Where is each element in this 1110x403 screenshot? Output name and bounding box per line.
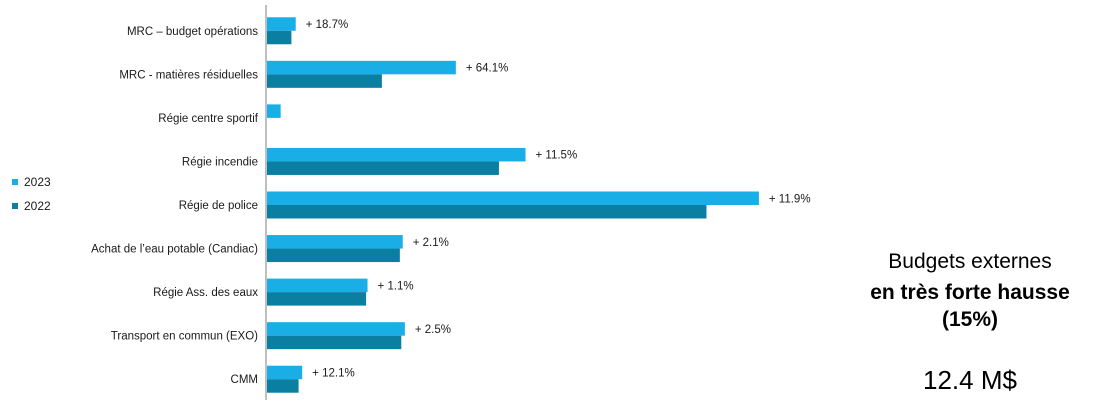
bar-2022-4: [267, 205, 707, 219]
bar-2022-8: [267, 379, 299, 393]
bar-2023-1: [267, 60, 456, 75]
data-label: + 11.5%: [536, 150, 578, 162]
side-subtitle: en très forte hausse: [870, 281, 1070, 304]
bar-2022-6: [267, 292, 367, 306]
category-label: MRC – budget opérations: [127, 26, 258, 38]
legend-swatch-2023: [12, 179, 18, 185]
bar-2023-5: [267, 235, 403, 249]
legend: 2023 2022: [12, 175, 51, 213]
category-label: Achat de l’eau potable (Candiac): [91, 244, 258, 256]
bar-2023-6: [267, 278, 368, 293]
bar-2022-5: [267, 248, 400, 263]
legend-swatch-2022: [12, 203, 18, 209]
data-label: + 64.1%: [466, 63, 509, 75]
legend-label-2023: 2023: [24, 175, 51, 189]
bar-2023-8: [267, 365, 303, 380]
bar-2022-1: [267, 74, 382, 88]
bar-2022-3: [267, 161, 499, 175]
legend-label-2022: 2022: [24, 199, 51, 213]
bar-2023-2: [267, 104, 281, 118]
category-label: MRC - matières résiduelles: [119, 69, 258, 81]
data-label: + 12.1%: [312, 367, 355, 379]
data-label: + 2.5%: [415, 324, 451, 336]
data-label: + 1.1%: [378, 280, 414, 292]
category-label: Régie centre sportif: [158, 113, 259, 125]
side-percent: (15%): [941, 308, 999, 331]
category-label: Transport en commun (EXO): [111, 331, 258, 343]
bar-2023-7: [267, 322, 405, 336]
bar-2023-0: [267, 17, 296, 31]
data-label: + 11.9%: [769, 193, 811, 205]
bars-group: [267, 17, 759, 393]
side-title: Budgets externes: [888, 250, 1052, 273]
category-label: CMM: [231, 374, 258, 386]
bar-2022-7: [267, 335, 402, 350]
data-label: + 18.7%: [306, 19, 349, 31]
data-label: + 2.1%: [413, 237, 449, 249]
category-label: Régie Ass. des eaux: [153, 287, 258, 299]
category-label: Régie de police: [179, 200, 258, 212]
category-label: Régie incendie: [182, 156, 258, 168]
side-total: 12.4 M$: [923, 365, 1017, 395]
bar-2023-4: [267, 191, 759, 205]
bar-2022-0: [267, 30, 292, 45]
bar-2023-3: [267, 147, 526, 162]
labels-group: MRC – budget opérations + 18.7% MRC - mati…: [91, 19, 810, 386]
